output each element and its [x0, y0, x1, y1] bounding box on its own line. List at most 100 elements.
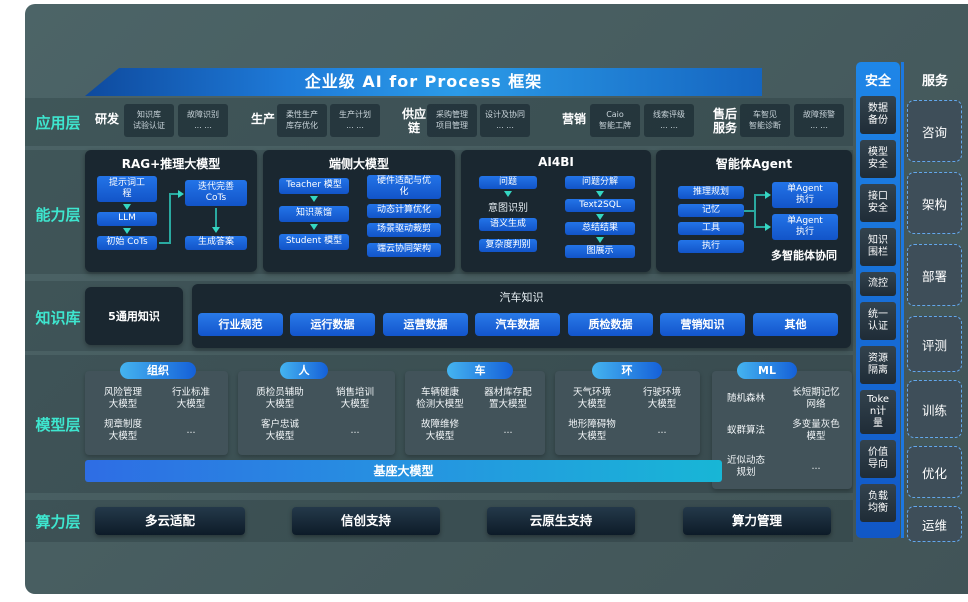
flow-box-hardware-adapt: 硬件适配与优化: [367, 175, 441, 199]
flow-line: 动态计算优化: [376, 205, 431, 216]
flow-line: 总结结果: [581, 222, 618, 233]
flow-line: 推理规划: [692, 186, 729, 197]
connector-line: [744, 210, 754, 212]
flow-box-edge-cloud: 端云协同架构: [367, 243, 441, 257]
service-item: 优化: [907, 446, 962, 498]
model-item-line: 随机森林: [726, 393, 765, 404]
compute-box: 多云适配: [95, 507, 245, 535]
model-item-line: ...: [186, 425, 196, 436]
flow-line: 硬件适配与优: [376, 175, 431, 186]
security-item: 流控: [860, 272, 896, 296]
model-item: 多变量灰色 模型: [782, 419, 850, 444]
service-item: 咨询: [907, 100, 962, 162]
flow-box-text2sql: Text2SQL: [565, 199, 635, 212]
security-item: 统一认证: [860, 302, 896, 340]
flow-box-iterate-cots: 迭代完善 CoTs: [185, 180, 247, 206]
model-item-line: 大模型: [176, 399, 206, 411]
service-item: 部署: [907, 244, 962, 306]
model-pill-org: 组织: [120, 362, 196, 379]
label-application-layer: 应用层: [35, 114, 81, 132]
model-item-line: 蚁群算法: [726, 425, 765, 436]
app-group-supply-chain: 供应链: [401, 107, 426, 136]
model-item: 车辆健康 检测大模型: [407, 387, 473, 412]
flow-line: 执行: [795, 195, 814, 205]
model-panel-vehicle: 车辆健康 检测大模型 器材库存配 置大模型 故障维修 大模型 ...: [405, 371, 545, 455]
security-item: 接口安全: [860, 184, 896, 222]
model-item: 规章制度 大模型: [91, 419, 155, 444]
panel-agent: 智能体Agent 推理规划 记忆 工具 执行 单Agent 执行 单Agent 执行…: [656, 150, 852, 272]
app-box: 车智见 智能诊断: [740, 104, 790, 137]
model-item-line: 规划: [736, 467, 756, 479]
arrow-down-icon: [596, 191, 604, 197]
flow-line: 问题: [498, 176, 517, 187]
flow-box-single-agent-1: 单Agent 执行: [772, 182, 838, 208]
model-item-line: 销售培训: [335, 387, 374, 398]
model-pill-ml: ML: [737, 362, 797, 379]
app-box: 知识库 试验认证: [124, 104, 174, 137]
model-pill-vehicle: 车: [447, 362, 513, 379]
flow-line: Teacher 模型: [286, 180, 342, 191]
arrow-down-icon: [504, 191, 512, 197]
connector-line: [754, 226, 766, 228]
security-item-label: Token计量: [866, 394, 890, 429]
security-item: 负载均衡: [860, 484, 896, 522]
app-box-line: ... ...: [194, 120, 212, 130]
model-panel-org: 风险管理 大模型 行业标准 大模型 规章制度 大模型 ...: [85, 371, 228, 455]
base-model-bar: 基座大模型: [85, 460, 722, 482]
flow-box-planning: 推理规划: [678, 186, 744, 199]
model-item-line: 车辆健康: [420, 387, 459, 398]
text-multi-agent: 多智能体协同: [771, 249, 837, 262]
model-item-line: 大模型: [108, 399, 138, 411]
model-item: ...: [475, 425, 541, 437]
model-item-line: 模型: [806, 431, 826, 443]
model-item: ...: [320, 425, 390, 437]
knowledge-item: 汽车数据: [475, 313, 560, 336]
security-item-label: 模型安全: [868, 147, 888, 170]
model-item: 行业标准 大模型: [159, 387, 223, 412]
security-item: 数据备份: [860, 96, 896, 134]
model-item: 蚁群算法: [714, 425, 778, 437]
flow-line: 生成答案: [197, 237, 234, 248]
flow-line: 端云协同架构: [376, 244, 431, 255]
model-item: 器材库存配 置大模型: [475, 387, 541, 412]
security-item-label: 知识围栏: [868, 235, 888, 258]
security-item-label: 接口安全: [868, 191, 888, 214]
app-box-line: 知识库: [137, 109, 161, 119]
model-item-line: 规章制度: [103, 419, 142, 430]
app-box: 生产计划... ...: [330, 104, 380, 137]
flow-box-semantic-gen: 语义生成: [479, 218, 537, 231]
model-item-line: ...: [503, 425, 513, 436]
flow-box-prompt-engineering: 提示词工程: [97, 176, 157, 202]
security-item-label: 流控: [868, 278, 888, 289]
app-box-line: 故障识别: [187, 109, 219, 119]
model-pill-environment: 环: [592, 362, 662, 379]
model-item-line: 质检员辅助: [256, 387, 304, 398]
flow-line: 执行: [701, 240, 720, 251]
text-intent-recognition: 意图识别: [488, 203, 528, 214]
app-box-line: 采购管理: [436, 109, 468, 119]
app-group-production: 生产: [250, 112, 275, 126]
model-item-line: 地形障碍物: [568, 419, 616, 430]
arrow-down-icon: [212, 227, 220, 233]
model-item-line: 故障维修: [420, 419, 459, 430]
flow-box-teacher-model: Teacher 模型: [279, 178, 349, 194]
app-box-line: 智能工牌: [599, 120, 631, 130]
security-title: 安全: [864, 74, 891, 89]
model-item: 客户忠诚 大模型: [244, 419, 316, 444]
panel-edge-title: 端侧大模型: [328, 157, 389, 171]
flow-line: 记忆: [701, 204, 720, 215]
flow-line: 场景驱动裁剪: [376, 224, 431, 235]
model-item-line: 大模型: [647, 399, 677, 411]
app-box-line: ... ...: [496, 120, 514, 130]
model-item: 地形障碍物 大模型: [559, 419, 625, 444]
arrow-right-icon: [765, 223, 771, 231]
flow-line: 初始 CoTs: [106, 237, 148, 248]
compute-box: 云原生支持: [487, 507, 635, 535]
model-item-line: 大模型: [108, 431, 138, 443]
flow-line: 迭代完善: [197, 181, 234, 192]
model-item-line: 行业标准: [171, 387, 210, 398]
model-item: 质检员辅助 大模型: [244, 387, 316, 412]
flow-line: 工具: [701, 222, 720, 233]
model-item-line: 客户忠诚: [260, 419, 299, 430]
app-box-line: 设计及协同: [485, 109, 525, 119]
